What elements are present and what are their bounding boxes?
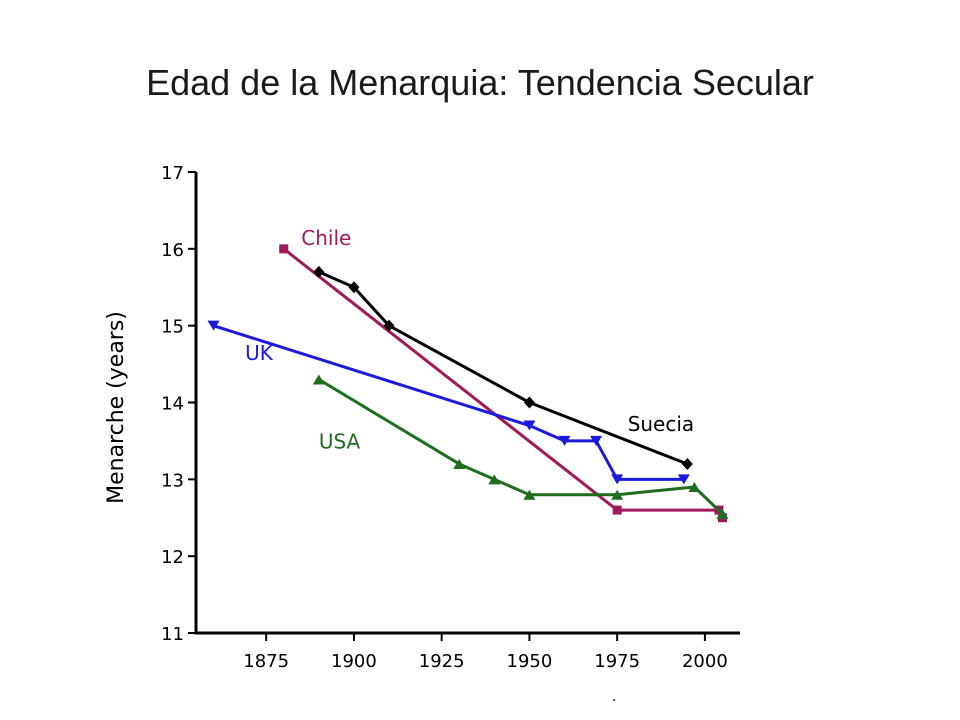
chart-title: Edad de la Menarquia: Tendencia Secular — [146, 62, 814, 103]
x-tick-label: 1875 — [243, 651, 289, 672]
series-line-chile — [282, 247, 724, 519]
data-point-suecia — [383, 319, 395, 332]
y-tick-label: 13 — [161, 470, 184, 491]
data-point-usa — [688, 482, 701, 493]
data-point-chile — [279, 244, 289, 254]
series-line-uk — [213, 324, 684, 481]
y-tick-label: 12 — [161, 547, 184, 568]
data-point-uk — [558, 435, 571, 446]
data-point-suecia — [348, 281, 360, 294]
data-point-usa — [453, 458, 466, 469]
y-tick-label: 16 — [161, 240, 184, 261]
series-label-chile: Chile — [301, 226, 351, 250]
data-point-usa — [611, 489, 624, 500]
data-point-usa — [488, 474, 501, 485]
y-tick-label: 17 — [161, 163, 184, 184]
data-point-uk — [677, 474, 690, 485]
y-axis-label: Menarche (years) — [104, 311, 129, 504]
series-label-uk: UK — [245, 341, 274, 365]
x-tick-label: 1975 — [594, 651, 640, 672]
x-tick-label: 2000 — [682, 651, 728, 672]
x-tick-label: 1950 — [507, 651, 553, 672]
x-tick-label: 1900 — [331, 651, 377, 672]
data-point-usa — [312, 374, 325, 385]
series-label-suecia: Suecia — [628, 412, 694, 436]
y-tick-label: 11 — [161, 624, 184, 645]
x-tick-label: 1925 — [419, 651, 465, 672]
data-point-uk — [207, 320, 220, 331]
y-tick-label: 15 — [161, 317, 184, 338]
data-point-usa — [523, 489, 536, 500]
series-label-usa: USA — [319, 430, 361, 454]
y-tick-label: 14 — [161, 394, 184, 415]
data-point-uk — [523, 420, 536, 431]
data-point-chile — [612, 505, 622, 515]
series-line-usa — [318, 378, 724, 515]
data-point-suecia — [313, 265, 325, 278]
footnote: . — [612, 688, 617, 705]
data-point-usa — [716, 508, 729, 519]
data-point-uk — [590, 435, 603, 446]
data-point-suecia — [681, 457, 693, 470]
data-point-uk — [611, 474, 624, 485]
data-point-suecia — [523, 396, 535, 409]
